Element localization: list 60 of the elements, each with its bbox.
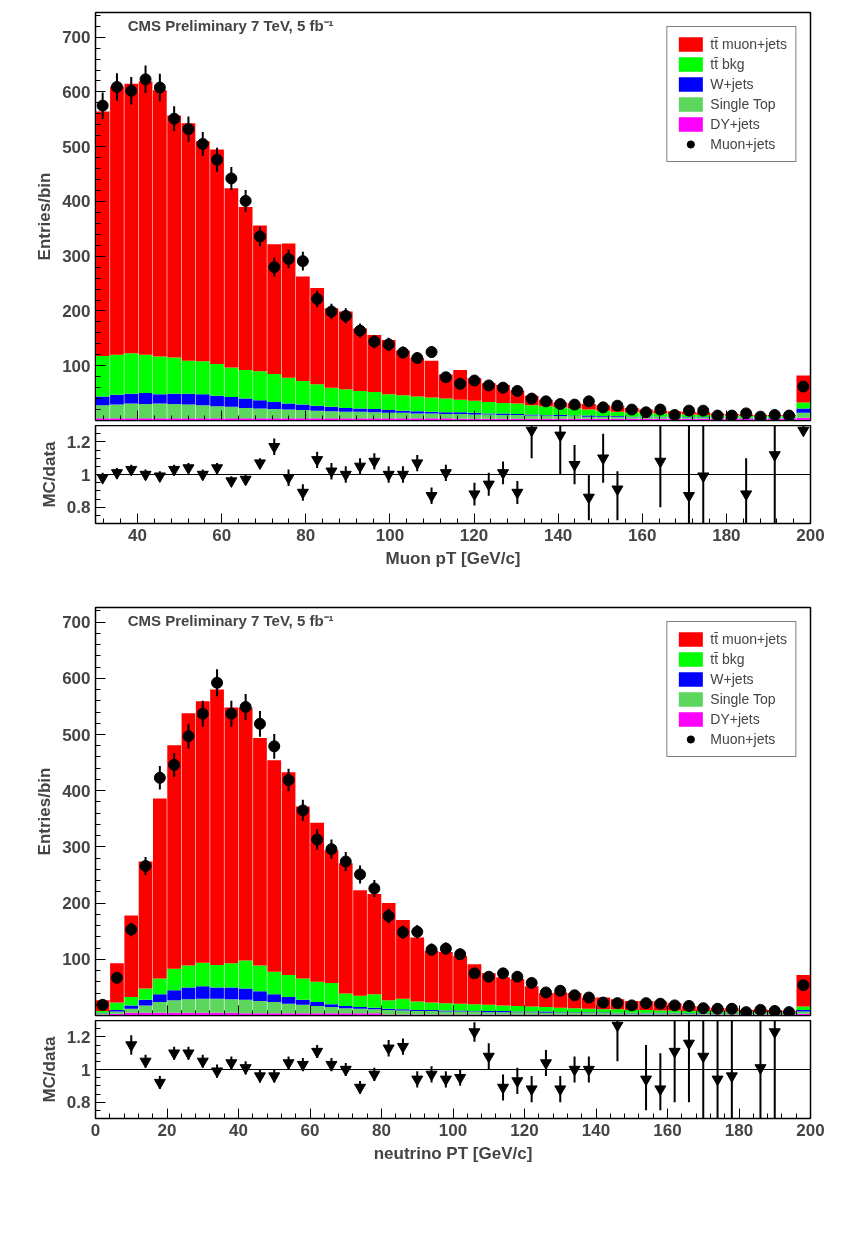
y-tick-label: 500 xyxy=(62,725,91,745)
chart-title: CMS Preliminary 7 TeV, 5 fb⁻¹ xyxy=(127,17,334,35)
x-tick-label: 200 xyxy=(796,525,825,545)
y-tick-label: 500 xyxy=(62,137,91,157)
x-axis-title: neutrino PT [GeV/c] xyxy=(373,1143,533,1163)
y-tick-label: 700 xyxy=(62,28,91,48)
y-tick-label: 600 xyxy=(62,82,91,102)
x-tick-label: 160 xyxy=(628,525,657,545)
y-axis-title: MC/data xyxy=(39,440,59,508)
y-tick-label: 0.8 xyxy=(66,498,91,518)
legend-label: tt̄ muon+jets xyxy=(710,35,787,53)
x-tick-label: 180 xyxy=(712,525,741,545)
x-tick-label: 80 xyxy=(296,525,316,545)
y-tick-label: 200 xyxy=(62,301,91,321)
y-tick-label: 1.2 xyxy=(66,1027,91,1047)
x-axis-title: Muon pT [GeV/c] xyxy=(385,548,521,568)
legend-label: Muon+jets xyxy=(710,135,776,153)
x-tick-label: 20 xyxy=(157,1120,177,1140)
y-tick-label: 1 xyxy=(81,1060,91,1080)
y-tick-label: 300 xyxy=(62,247,91,267)
y-tick-label: 600 xyxy=(62,669,91,689)
x-tick-label: 0 xyxy=(90,1120,101,1140)
chart-title: CMS Preliminary 7 TeV, 5 fb⁻¹ xyxy=(127,612,334,630)
y-axis-title: MC/data xyxy=(39,1035,59,1103)
x-tick-label: 140 xyxy=(581,1120,611,1140)
y-tick-label: 300 xyxy=(62,837,91,857)
legend-label: tt̄ bkg xyxy=(710,55,745,73)
y-tick-label: 1 xyxy=(81,465,91,485)
x-tick-label: 40 xyxy=(229,1120,248,1140)
y-axis-title: Entries/bin xyxy=(35,172,55,261)
x-tick-label: 200 xyxy=(796,1120,825,1140)
x-tick-label: 120 xyxy=(459,525,489,545)
legend-label: Single Top xyxy=(710,690,776,708)
y-tick-label: 400 xyxy=(62,192,91,212)
y-tick-label: 700 xyxy=(62,613,91,633)
x-tick-label: 60 xyxy=(300,1120,320,1140)
y-tick-label: 0.8 xyxy=(66,1093,91,1113)
x-tick-label: 160 xyxy=(653,1120,682,1140)
y-tick-label: 100 xyxy=(62,356,91,376)
legend-label: W+jets xyxy=(710,75,754,93)
legend-label: Muon+jets xyxy=(710,730,776,748)
y-tick-label: 1.2 xyxy=(66,432,91,452)
y-axis-title: Entries/bin xyxy=(35,767,55,856)
x-tick-label: 140 xyxy=(543,525,573,545)
y-tick-label: 100 xyxy=(62,950,91,970)
x-tick-label: 180 xyxy=(724,1120,754,1140)
x-tick-label: 80 xyxy=(372,1120,391,1140)
legend-label: DY+jets xyxy=(710,710,760,728)
x-tick-label: 100 xyxy=(438,1120,468,1140)
legend-label: tt̄ bkg xyxy=(710,650,745,668)
x-tick-label: 100 xyxy=(375,525,405,545)
x-tick-label: 60 xyxy=(212,525,232,545)
legend-label: Single Top xyxy=(710,95,776,113)
x-tick-label: 120 xyxy=(510,1120,539,1140)
legend-label: DY+jets xyxy=(710,115,760,133)
legend-label: tt̄ muon+jets xyxy=(710,630,787,648)
y-tick-label: 400 xyxy=(62,781,91,801)
x-tick-label: 40 xyxy=(128,525,148,545)
legend-label: W+jets xyxy=(710,670,754,688)
y-tick-label: 200 xyxy=(62,894,91,914)
